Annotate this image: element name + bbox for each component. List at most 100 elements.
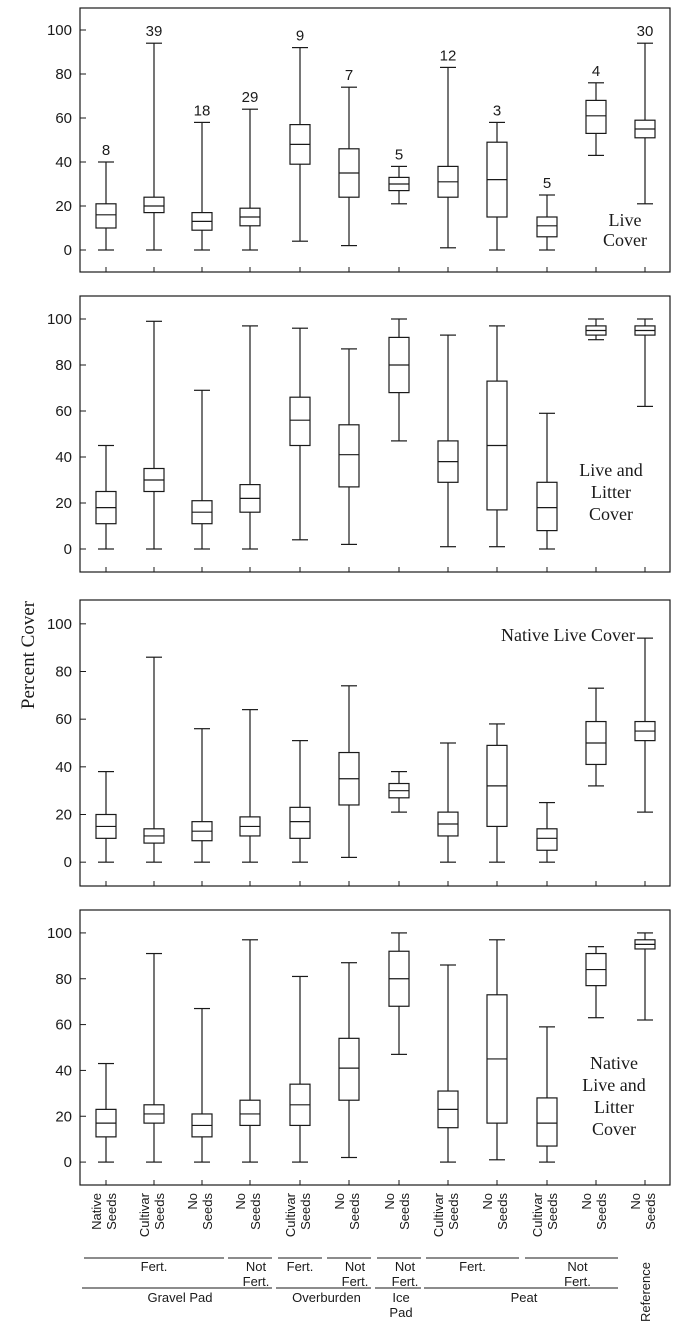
y-axis-label: Percent Cover <box>18 600 39 709</box>
category-label: Seeds <box>347 1193 362 1230</box>
box-iqr <box>536 216 558 238</box>
category-label: Seeds <box>200 1193 215 1230</box>
panel-frame <box>79 7 671 273</box>
category-label: No <box>233 1193 248 1210</box>
y-tick-label: 60 <box>55 711 72 728</box>
panel-title: Live and <box>579 460 642 480</box>
category-label: Native <box>89 1193 104 1230</box>
panel-title: Cover <box>603 230 647 250</box>
panel-title: Native <box>590 1053 638 1073</box>
box-iqr <box>338 1037 360 1101</box>
y-tick-label: 20 <box>55 198 72 215</box>
fert-group-label: Not <box>395 1259 416 1274</box>
y-tick-label: 80 <box>55 357 72 374</box>
panel-title: Native Live Cover <box>501 625 635 645</box>
box-iqr <box>289 396 311 447</box>
panel-title: Live and <box>582 1075 645 1095</box>
category-label: Seeds <box>397 1193 412 1230</box>
site-group-label: Ice <box>392 1290 409 1305</box>
category-label: No <box>579 1193 594 1210</box>
sample-size-label: 30 <box>637 23 654 40</box>
box-iqr <box>289 806 311 839</box>
category-label: Cultivar <box>431 1192 446 1237</box>
category-label: Seeds <box>152 1193 167 1230</box>
sample-size-label: 4 <box>592 63 600 80</box>
y-tick-label: 40 <box>55 449 72 466</box>
box-iqr <box>536 828 558 851</box>
panel-frame <box>79 295 671 573</box>
sample-size-label: 39 <box>146 23 163 40</box>
site-group-label: Peat <box>511 1290 538 1305</box>
panel-title: Live <box>609 210 642 230</box>
category-label: No <box>382 1193 397 1210</box>
category-label: Seeds <box>298 1193 313 1230</box>
fert-group-label: Fert. <box>392 1274 419 1289</box>
sample-size-label: 5 <box>395 146 403 163</box>
y-tick-label: 40 <box>55 154 72 171</box>
category-label: Seeds <box>248 1193 263 1230</box>
y-tick-label: 100 <box>47 925 72 942</box>
category-label: Seeds <box>594 1193 609 1230</box>
box-iqr <box>239 1099 261 1127</box>
category-label: No <box>332 1193 347 1210</box>
fert-group-label: Fert. <box>287 1259 314 1274</box>
box-iqr <box>143 196 165 214</box>
y-tick-label: 60 <box>55 110 72 127</box>
panel-frame <box>79 599 671 887</box>
y-tick-label: 100 <box>47 22 72 39</box>
y-tick-label: 20 <box>55 807 72 824</box>
sample-size-label: 29 <box>242 89 259 106</box>
site-group-label: Gravel Pad <box>147 1290 212 1305</box>
y-tick-label: 0 <box>64 854 72 871</box>
box-iqr <box>536 481 558 532</box>
panel-title: Litter <box>594 1097 634 1117</box>
sample-size-label: 8 <box>102 142 110 159</box>
y-tick-label: 100 <box>47 311 72 328</box>
panel-title: Litter <box>591 482 631 502</box>
category-label: Cultivar <box>283 1192 298 1237</box>
category-label: Seeds <box>104 1193 119 1230</box>
sample-size-label: 7 <box>345 67 353 84</box>
sample-size-label: 18 <box>194 102 211 119</box>
sample-size-label: 12 <box>440 47 457 64</box>
y-tick-label: 0 <box>64 242 72 259</box>
site-group-label: Pad <box>389 1305 412 1320</box>
category-label: Seeds <box>643 1193 658 1230</box>
panel-frame <box>79 909 671 1186</box>
y-tick-label: 80 <box>55 664 72 681</box>
y-tick-label: 100 <box>47 616 72 633</box>
category-label: Cultivar <box>137 1192 152 1237</box>
site-group-label: Overburden <box>292 1290 361 1305</box>
panel-title: Cover <box>589 504 633 524</box>
y-tick-label: 0 <box>64 1154 72 1171</box>
category-label: No <box>628 1193 643 1210</box>
sample-size-label: 3 <box>493 102 501 119</box>
box-iqr <box>338 424 360 488</box>
category-label: Seeds <box>446 1193 461 1230</box>
category-label: No <box>480 1193 495 1210</box>
sample-size-label: 5 <box>543 175 551 192</box>
fert-group-label: Fert. <box>564 1274 591 1289</box>
fert-group-label: Not <box>345 1259 366 1274</box>
y-tick-label: 40 <box>55 1062 72 1079</box>
y-tick-label: 80 <box>55 66 72 83</box>
category-label: Seeds <box>495 1193 510 1230</box>
fert-group-label: Not <box>567 1259 588 1274</box>
fert-group-label: Fert. <box>342 1274 369 1289</box>
y-tick-label: 0 <box>64 541 72 558</box>
y-tick-label: 80 <box>55 971 72 988</box>
reference-label: Reference <box>638 1262 653 1321</box>
y-tick-label: 60 <box>55 1017 72 1034</box>
fert-group-label: Fert. <box>243 1274 270 1289</box>
category-label: No <box>185 1193 200 1210</box>
category-label: Seeds <box>545 1193 560 1230</box>
y-tick-label: 20 <box>55 1108 72 1125</box>
fert-group-label: Fert. <box>459 1259 486 1274</box>
y-tick-label: 60 <box>55 403 72 420</box>
category-label: Cultivar <box>530 1192 545 1237</box>
fert-group-label: Fert. <box>141 1259 168 1274</box>
box-iqr <box>585 99 607 135</box>
box-iqr <box>536 1097 558 1147</box>
sample-size-label: 9 <box>296 28 304 45</box>
